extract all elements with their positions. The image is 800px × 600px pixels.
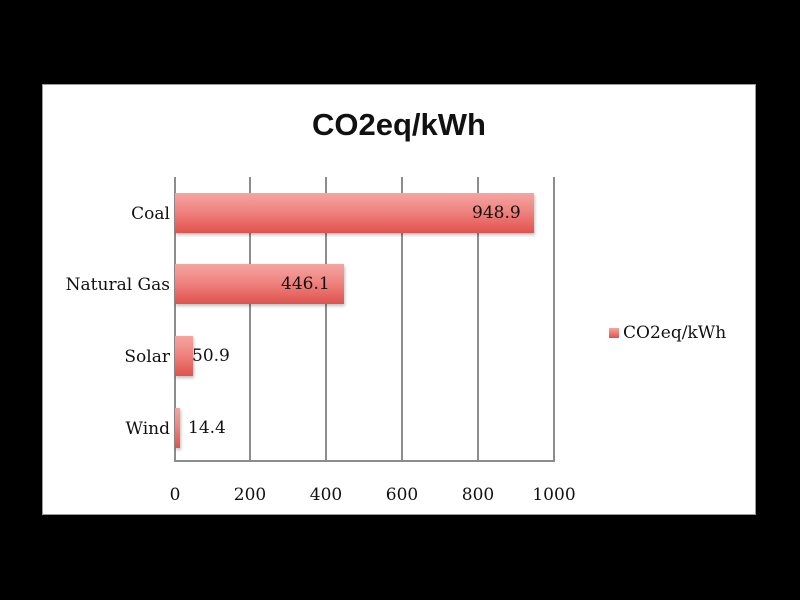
gridline-600 bbox=[401, 177, 403, 462]
x-tick-1000: 1000 bbox=[532, 485, 576, 505]
category-label-coal: Coal bbox=[131, 204, 170, 224]
category-label-solar: Solar bbox=[124, 347, 170, 367]
gridline-200 bbox=[249, 177, 251, 462]
gridline-800 bbox=[477, 177, 479, 462]
legend-label: CO2eq/kWh bbox=[623, 323, 727, 343]
data-label-coal: 948.9 bbox=[472, 203, 521, 223]
bar-wind bbox=[175, 408, 180, 448]
plot-area: 948.9 446.1 50.9 14.4 bbox=[174, 177, 555, 462]
x-tick-400: 400 bbox=[309, 485, 343, 505]
x-tick-200: 200 bbox=[233, 485, 267, 505]
bar-solar bbox=[175, 336, 193, 376]
gridline-1000 bbox=[553, 177, 555, 462]
x-tick-800: 800 bbox=[461, 485, 495, 505]
category-label-wind: Wind bbox=[125, 419, 170, 439]
gridline-0 bbox=[174, 177, 176, 462]
bar-natural-gas bbox=[175, 264, 344, 304]
data-label-solar: 50.9 bbox=[192, 346, 230, 366]
bar-coal bbox=[175, 193, 534, 233]
x-tick-0: 0 bbox=[169, 485, 181, 505]
legend-swatch-icon bbox=[609, 328, 619, 338]
gridline-400 bbox=[325, 177, 327, 462]
data-label-wind: 14.4 bbox=[188, 418, 226, 438]
data-label-natural-gas: 446.1 bbox=[281, 274, 330, 294]
chart-title: CO2eq/kWh bbox=[312, 107, 486, 142]
x-tick-600: 600 bbox=[385, 485, 419, 505]
category-label-natural-gas: Natural Gas bbox=[65, 275, 170, 295]
x-axis-line bbox=[174, 460, 555, 462]
legend: CO2eq/kWh bbox=[609, 323, 726, 343]
chart-slide: CO2eq/kWh Coal Natural Gas Solar Wind 94… bbox=[42, 84, 756, 515]
